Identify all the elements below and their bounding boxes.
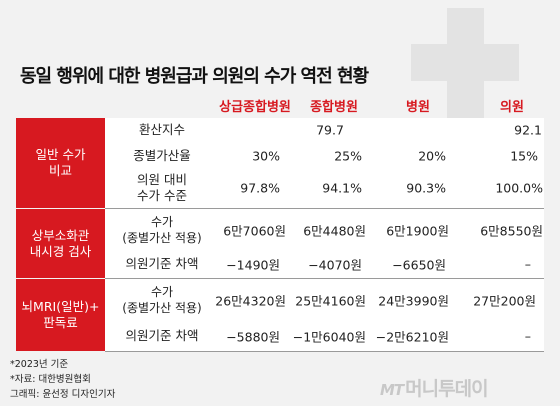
row-label: 종별가산율 <box>133 148 191 163</box>
table-cell: −5880원 <box>226 329 280 345</box>
footnote: *2023년 기준 <box>10 359 69 370</box>
column-header: 의원 <box>500 100 524 115</box>
table-cell: 20% <box>418 148 446 164</box>
group-label: 상부소화관 내시경 검사 <box>16 209 105 278</box>
table-cell: 25만4160원 <box>295 293 366 309</box>
logo-name: 머니투데이 <box>405 378 488 400</box>
row-label: 의원기준 차액 <box>125 328 199 343</box>
table-bottom <box>105 351 544 352</box>
row-label: 의원 대비 수가 수준 <box>137 172 187 203</box>
table-cell: 79.7 <box>316 122 344 138</box>
table-cell: 92.1 <box>514 122 542 138</box>
column-header: 상급종합병원 <box>219 100 291 115</box>
row-label: 의원기준 차액 <box>125 256 199 271</box>
table-cell: 15% <box>510 148 538 164</box>
table-cell: 6만4480원 <box>303 223 366 239</box>
plus-decoration <box>411 44 519 81</box>
publisher-logo: MT 머니투데이 <box>380 374 489 401</box>
logo-mark: MT <box>380 381 404 399</box>
table-cell: 27만200원 <box>473 293 536 309</box>
column-header: 병원 <box>406 100 430 115</box>
row-label: 수가 (종별가산 적용) <box>122 215 202 245</box>
table-cell: 6만7060원 <box>223 223 286 239</box>
row-label: 수가 (종별가산 적용) <box>122 285 202 315</box>
table-cell: −1만6040원 <box>292 329 366 345</box>
row-label: 환산지수 <box>138 122 186 137</box>
table-cell: 24만3990원 <box>378 293 449 309</box>
table-cell: 90.3% <box>406 180 446 196</box>
footnotes: *2023년 기준 *자료: 대한병원협회 그래픽: 윤선정 디자인기자 <box>10 357 115 402</box>
table-body <box>105 118 544 351</box>
table-cell: 94.1% <box>322 180 362 196</box>
footnote: *자료: 대한병원협회 <box>10 374 91 385</box>
group-label: 일반 수가 비교 <box>16 118 105 208</box>
table-cell: 100.0% <box>495 180 543 196</box>
table-cell: −2만6210원 <box>375 329 449 345</box>
table-cell: 26만4320원 <box>215 293 286 309</box>
table-cell: 25% <box>334 148 362 164</box>
group-label: 뇌MRI(일반)+ 판독료 <box>16 279 105 351</box>
table-cell: 6만1900원 <box>386 223 449 239</box>
group-divider <box>105 278 544 279</box>
table-cell: 30% <box>252 148 280 164</box>
table-cell: −6650원 <box>392 257 446 273</box>
table-cell: −4070원 <box>308 257 362 273</box>
table-cell: 6만8550원 <box>480 223 543 239</box>
table-cell: – <box>524 328 531 344</box>
comparison-table: 일반 수가 비교 상부소화관 내시경 검사 뇌MRI(일반)+ 판독료 환산지수… <box>16 118 544 352</box>
footnote: 그래픽: 윤선정 디자인기자 <box>10 389 116 400</box>
page-title: 동일 행위에 대한 병원급과 의원의 수가 역전 현황 <box>20 66 369 87</box>
table-cell: – <box>524 256 531 272</box>
group-divider <box>105 208 544 209</box>
table-cell: 97.8% <box>240 180 280 196</box>
table-cell: −1490원 <box>226 257 280 273</box>
column-header: 종합병원 <box>310 100 358 115</box>
